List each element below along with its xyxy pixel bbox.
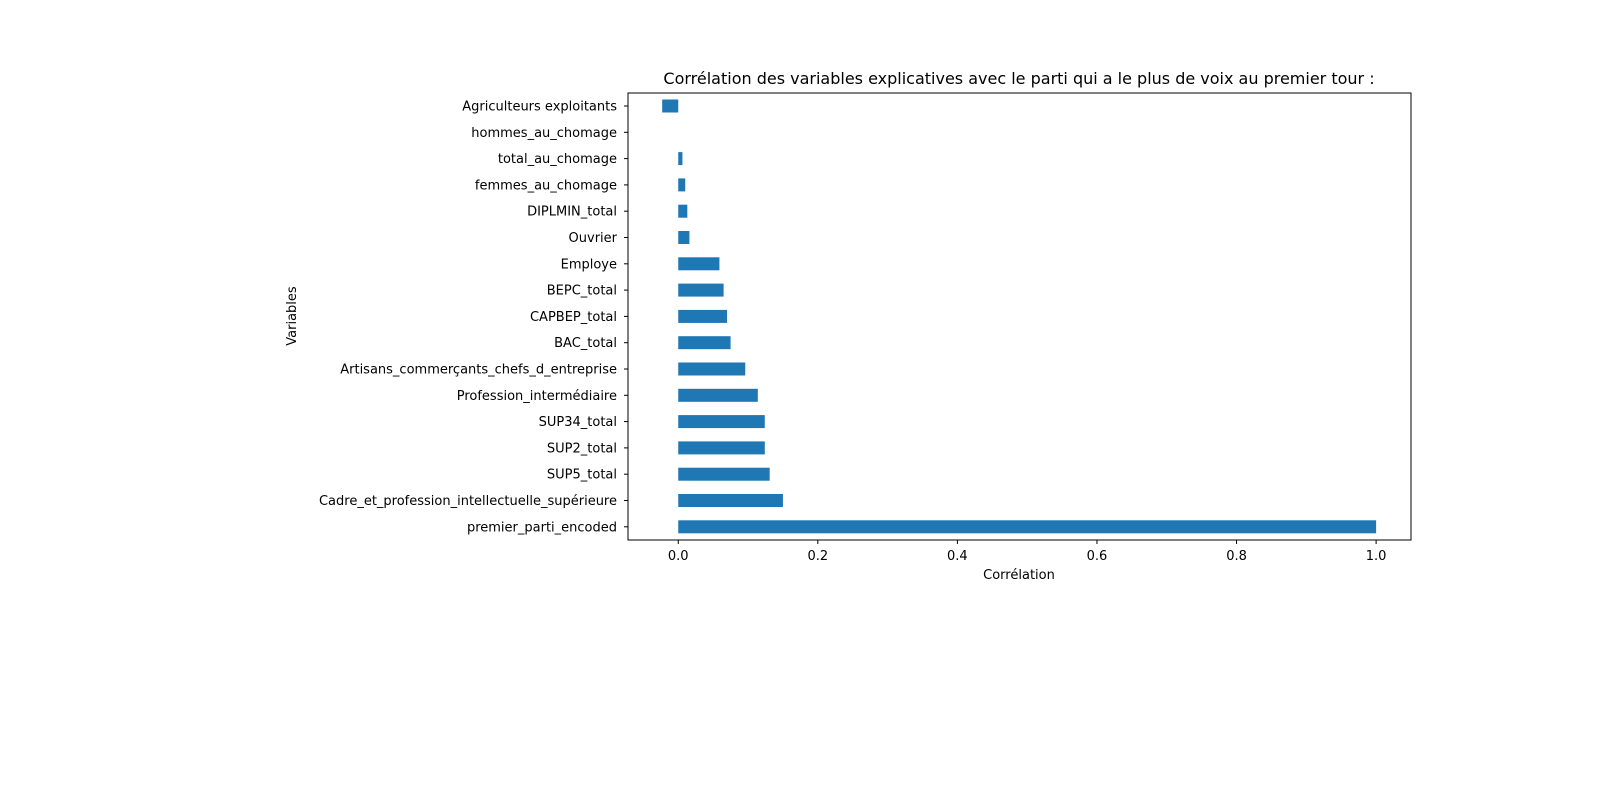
y-tick-label: Agriculteurs exploitants <box>462 100 617 115</box>
bar <box>678 415 765 429</box>
y-tick-label: femmes_au_chomage <box>475 178 617 193</box>
bar <box>678 520 1377 534</box>
bar <box>678 152 683 166</box>
y-tick-label: SUP5_total <box>547 468 617 483</box>
y-tick-label: BEPC_total <box>547 284 617 299</box>
x-tick-label: 1.0 <box>1366 549 1387 564</box>
bar <box>678 336 731 350</box>
x-axis-label: Corrélation <box>983 568 1055 583</box>
x-tick-label: 0.4 <box>947 549 968 564</box>
bars-layer <box>662 99 1377 534</box>
bar <box>678 178 686 192</box>
x-tick-label: 0.6 <box>1087 549 1108 564</box>
bar <box>678 231 690 244</box>
x-axis-ticks: 0.0 0.2 0.4 0.6 0.8 1.0 <box>668 540 1387 564</box>
y-tick-label: Ouvrier <box>569 231 618 246</box>
y-axis-ticks: Agriculteurs exploitants hommes_au_chomag… <box>319 100 628 535</box>
y-tick-label: SUP2_total <box>547 441 617 456</box>
y-tick-label: Artisans_commerçants_chefs_d_entreprise <box>340 363 617 378</box>
bar <box>678 283 724 297</box>
y-axis-label: Variables <box>285 286 300 346</box>
y-tick-label: premier_parti_encoded <box>467 520 617 535</box>
bar <box>678 388 758 402</box>
chart-title: Corrélation des variables explicatives a… <box>663 69 1374 88</box>
y-tick-label: Profession_intermédiaire <box>457 389 617 404</box>
y-tick-label: BAC_total <box>554 336 617 351</box>
bar <box>678 441 765 455</box>
y-tick-label: Cadre_et_profession_intellectuelle_supér… <box>319 494 617 509</box>
y-tick-label: Employe <box>561 257 617 272</box>
bar <box>678 362 746 376</box>
bar <box>678 494 783 507</box>
x-tick-label: 0.8 <box>1226 549 1247 564</box>
y-tick-label: hommes_au_chomage <box>471 126 617 141</box>
bar <box>678 309 728 323</box>
bar <box>662 99 679 113</box>
bar <box>678 204 688 218</box>
x-tick-label: 0.0 <box>668 549 689 564</box>
bar <box>678 467 770 481</box>
x-tick-label: 0.2 <box>807 549 828 564</box>
plot-frame <box>627 92 1412 541</box>
y-tick-label: DIPLMIN_total <box>527 205 617 220</box>
y-tick-label: CAPBEP_total <box>530 310 617 325</box>
y-tick-label: total_au_chomage <box>498 152 617 167</box>
y-tick-label: SUP34_total <box>539 415 617 430</box>
bar <box>678 257 720 271</box>
